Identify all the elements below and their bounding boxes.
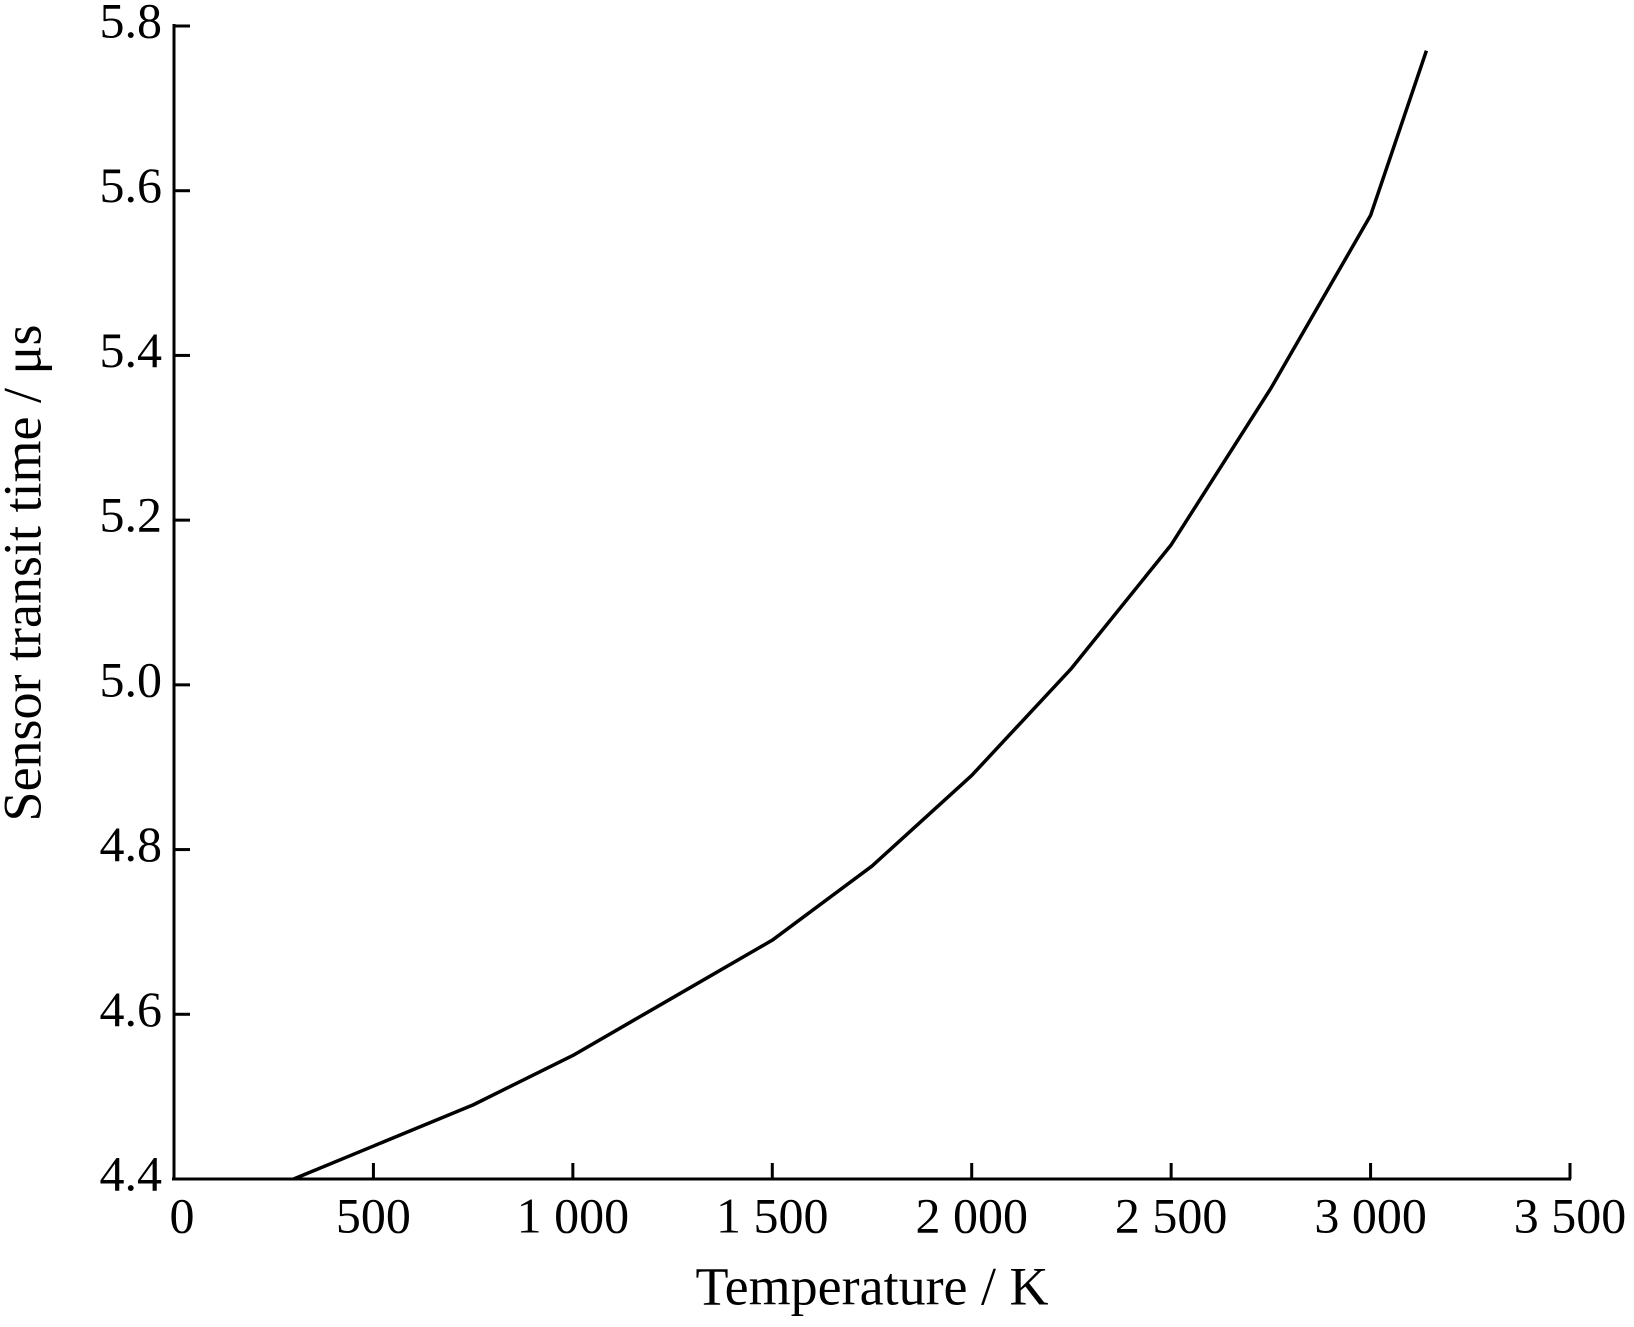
x-tick-label: 3 000 [1314,1187,1427,1243]
x-tick-label: 3 500 [1514,1187,1627,1243]
y-tick-label: 5.0 [100,651,163,707]
y-tick-label: 5.2 [100,487,163,543]
x-tick-label: 1 500 [716,1187,829,1243]
y-tick-label: 5.6 [100,157,163,213]
x-tick-label: 2 000 [915,1187,1028,1243]
x-axis-title: Temperature / K [695,1256,1048,1316]
x-tick-label: 2 500 [1115,1187,1228,1243]
y-tick-label: 4.6 [100,981,163,1037]
y-tick-label: 4.4 [100,1145,163,1201]
y-tick-label: 4.8 [100,816,163,872]
x-tick-label: 500 [336,1187,411,1243]
line-series [292,50,1429,1181]
x-tick-label: 1 000 [517,1187,630,1243]
x-tick-label: 0 [170,1187,195,1243]
y-axis-title: Sensor transit time / μs [0,325,52,822]
y-tick-label: 5.4 [100,322,163,378]
y-tick-label: 5.8 [100,0,163,48]
